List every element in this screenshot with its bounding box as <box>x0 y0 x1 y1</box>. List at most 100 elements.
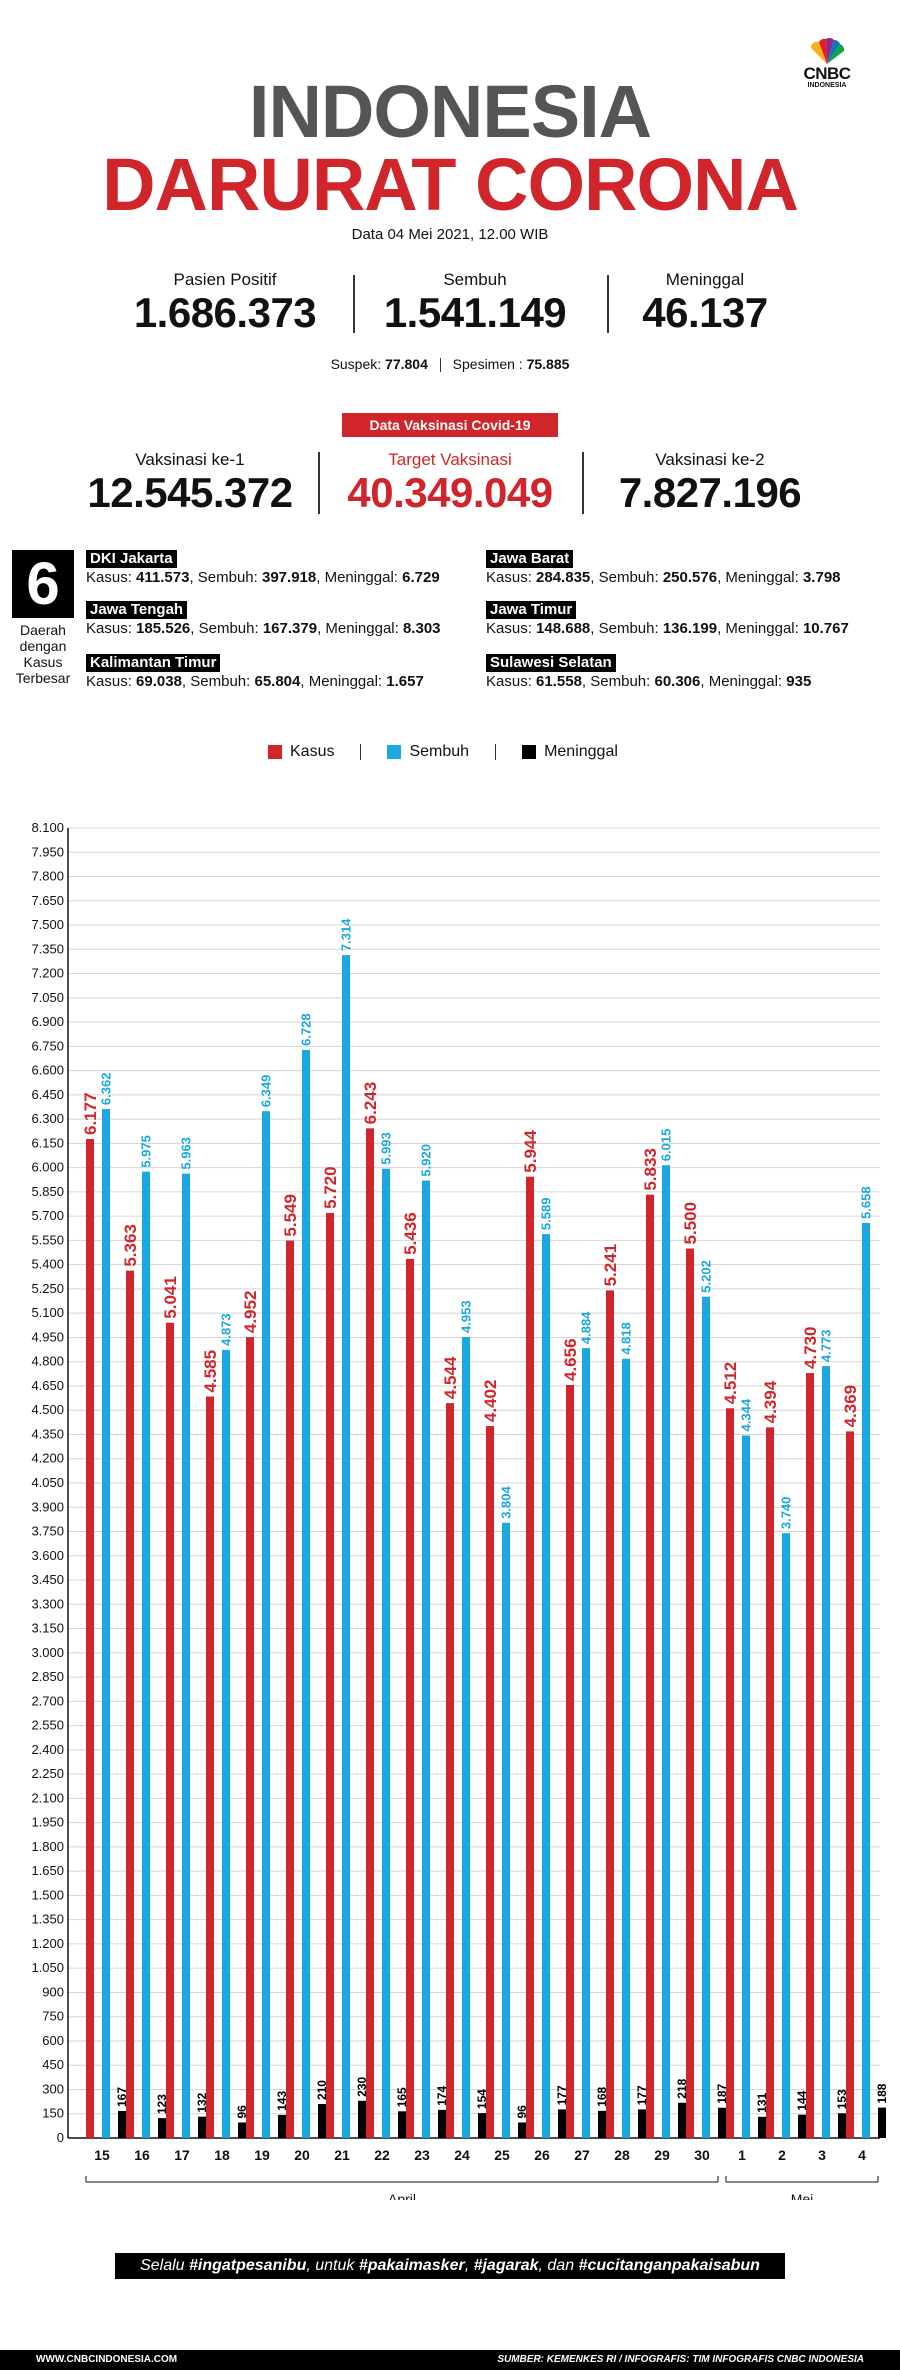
data-label-kasus: 6.177 <box>81 1092 100 1135</box>
caption-line: dengan <box>19 638 67 654</box>
data-label-sembuh: 5.975 <box>139 1135 154 1168</box>
bar-sembuh <box>182 1173 190 2138</box>
bar-sembuh <box>822 1366 830 2138</box>
x-tick-label: 23 <box>414 2147 430 2163</box>
data-label-kasus: 4.512 <box>721 1362 740 1405</box>
y-tick-label: 5.250 <box>31 1281 64 1296</box>
y-tick-label: 3.750 <box>31 1524 64 1539</box>
y-tick-label: 6.750 <box>31 1038 64 1053</box>
cnbc-logo: CNBC INDONESIA <box>790 38 864 100</box>
data-label-meninggal: 230 <box>355 2076 369 2096</box>
bar-sembuh <box>622 1358 630 2138</box>
y-tick-label: 4.200 <box>31 1451 64 1466</box>
x-tick-label: 1 <box>738 2147 746 2163</box>
bar-kasus <box>606 1290 614 2138</box>
y-tick-label: 3.900 <box>31 1499 64 1514</box>
bar-meninggal <box>278 2114 286 2138</box>
bar-meninggal <box>158 2118 166 2138</box>
bar-meninggal <box>558 2109 566 2138</box>
vaks-2: Vaksinasi ke-2 7.827.196 <box>590 450 830 516</box>
bar-meninggal <box>318 2104 326 2138</box>
data-label-sembuh: 5.658 <box>859 1186 874 1219</box>
caption-line: Daerah <box>20 622 66 638</box>
x-tick-label: 29 <box>654 2147 670 2163</box>
data-label-kasus: 4.369 <box>841 1385 860 1428</box>
data-label-sembuh: 6.015 <box>659 1129 674 1162</box>
y-tick-label: 7.500 <box>31 917 64 932</box>
bar-meninggal <box>798 2114 806 2138</box>
y-tick-label: 4.350 <box>31 1426 64 1441</box>
y-tick-label: 450 <box>42 2057 64 2072</box>
x-tick-label: 30 <box>694 2147 710 2163</box>
y-tick-label: 6.000 <box>31 1160 64 1175</box>
legend-swatch <box>522 745 537 759</box>
region-name: Jawa Tengah <box>86 601 188 619</box>
data-label-sembuh: 6.362 <box>99 1073 114 1106</box>
bar-kasus <box>566 1384 574 2138</box>
data-label-sembuh: 3.804 <box>499 1485 514 1518</box>
x-tick-label: 3 <box>818 2147 826 2163</box>
bar-meninggal <box>438 2109 446 2138</box>
x-tick-label: 2 <box>778 2147 786 2163</box>
x-tick-label: 20 <box>294 2147 310 2163</box>
y-tick-label: 4.050 <box>31 1475 64 1490</box>
data-label-meninggal: 188 <box>875 2083 889 2103</box>
data-label-kasus: 5.363 <box>121 1224 140 1267</box>
bar-kasus <box>286 1240 294 2138</box>
bar-kasus <box>486 1426 494 2138</box>
data-label-meninggal: 96 <box>515 2105 529 2119</box>
stat-label: Meninggal <box>665 270 745 289</box>
bar-meninggal <box>878 2107 886 2138</box>
legend-swatch <box>387 745 402 759</box>
legend-kasus: Kasus <box>268 743 334 761</box>
stat-meninggal: Meninggal 46.137 <box>605 270 805 336</box>
region-jabar: Jawa Barat Kasus: 284.835, Sembuh: 250.5… <box>486 550 841 588</box>
vaks-label: Vaksinasi ke-1 <box>135 450 245 469</box>
bar-kasus <box>406 1258 414 2138</box>
x-tick-label: 18 <box>214 2147 230 2163</box>
data-label-kasus: 4.730 <box>801 1326 820 1369</box>
stat-value: 1.541.149 <box>383 289 567 336</box>
data-label-meninggal: 210 <box>315 2080 329 2100</box>
y-tick-label: 750 <box>42 2009 64 2024</box>
data-label-sembuh: 4.344 <box>739 1398 754 1431</box>
bar-meninggal <box>758 2116 766 2138</box>
x-tick-label: 24 <box>454 2147 470 2163</box>
data-label-kasus: 5.720 <box>321 1166 340 1209</box>
region-name: DKI Jakarta <box>86 550 177 568</box>
bar-meninggal <box>598 2110 606 2138</box>
data-label-meninggal: 187 <box>715 2083 729 2103</box>
group-label: April <box>388 2191 416 2200</box>
group-label: Mei <box>791 2191 814 2200</box>
bar-meninggal <box>398 2111 406 2138</box>
bar-sembuh <box>302 1049 310 2138</box>
y-tick-label: 1.950 <box>31 1815 64 1830</box>
bar-sembuh <box>382 1168 390 2138</box>
region-stats: Kasus: 284.835, Sembuh: 250.576, Meningg… <box>486 569 841 586</box>
vaks-label: Vaksinasi ke-2 <box>655 450 765 469</box>
y-tick-label: 1.800 <box>31 1839 64 1854</box>
legend-sembuh: Sembuh <box>387 743 469 761</box>
y-tick-label: 2.100 <box>31 1790 64 1805</box>
region-stats: Kasus: 185.526, Sembuh: 167.379, Meningg… <box>86 620 441 637</box>
y-tick-label: 2.250 <box>31 1766 64 1781</box>
y-tick-label: 1.500 <box>31 1887 64 1902</box>
logo-subtext: INDONESIA <box>807 82 847 89</box>
y-tick-label: 3.600 <box>31 1548 64 1563</box>
bar-sembuh <box>702 1296 710 2138</box>
x-tick-label: 28 <box>614 2147 630 2163</box>
y-tick-label: 2.850 <box>31 1669 64 1684</box>
data-label-kasus: 4.544 <box>441 1356 460 1399</box>
y-tick-label: 3.450 <box>31 1572 64 1587</box>
bar-kasus <box>806 1373 814 2138</box>
divider <box>582 452 584 514</box>
data-label-sembuh: 4.818 <box>619 1322 634 1355</box>
region-stats: Kasus: 148.688, Sembuh: 136.199, Meningg… <box>486 620 849 637</box>
data-label-kasus: 6.243 <box>361 1082 380 1125</box>
data-label-kasus: 5.500 <box>681 1202 700 1245</box>
vaks-label: Target Vaksinasi <box>388 450 512 469</box>
y-tick-label: 1.350 <box>31 1912 64 1927</box>
data-label-kasus: 5.241 <box>601 1244 620 1287</box>
stat-sembuh: Sembuh 1.541.149 <box>360 270 590 336</box>
bar-kasus <box>86 1139 94 2138</box>
